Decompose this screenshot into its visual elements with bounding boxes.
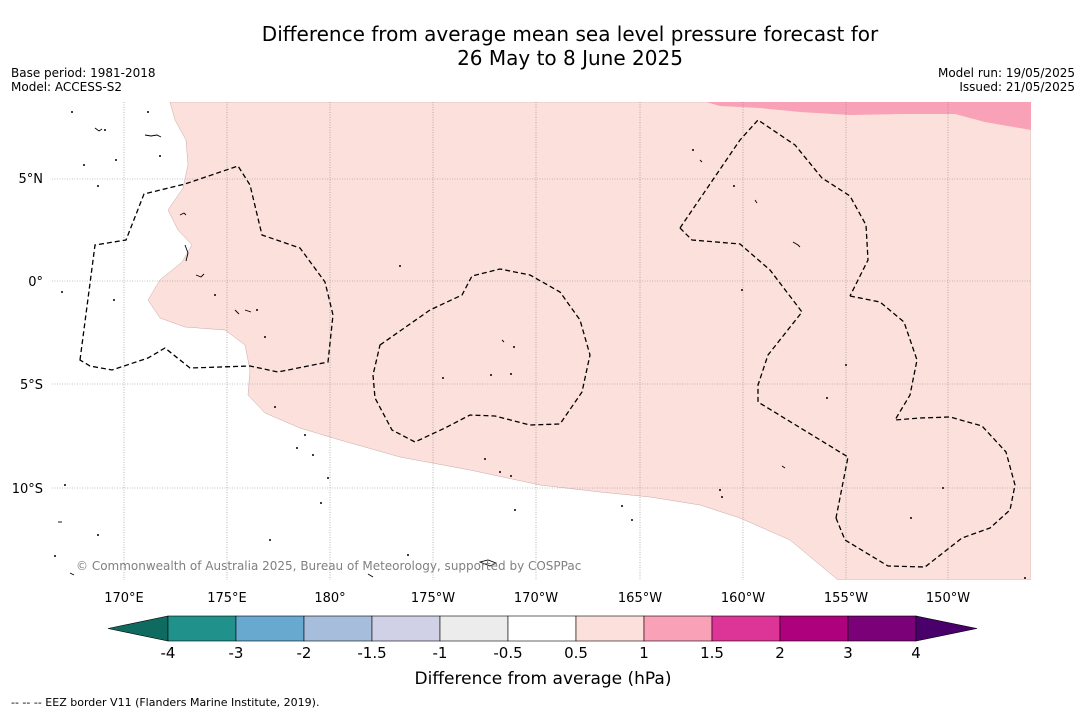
colorbar-title: Difference from average (hPa)	[415, 669, 672, 689]
colorbar-tick-label: 0.5	[564, 644, 588, 662]
colorbar-tick-label: -0.5	[493, 644, 522, 662]
colorbar-tick-label: 4	[911, 644, 921, 662]
lon-label-175e: 175°E	[207, 591, 247, 606]
lat-label-5n: 5°N	[19, 172, 44, 187]
anomaly-region-light	[147, 102, 1031, 580]
eez-footnote: -- -- -- EEZ border V11 (Flanders Marine…	[11, 696, 319, 709]
eez-border-west	[79, 165, 334, 373]
latitude-labels: 5°N 0° 5°S 10°S	[12, 172, 43, 497]
anomaly-region-dark	[706, 102, 1031, 130]
colorbar-segment	[439, 615, 509, 642]
chart-title: Difference from average mean sea level p…	[0, 22, 1085, 70]
colorbar-tick-label: -3	[229, 644, 244, 662]
grid-lines	[52, 102, 1031, 580]
meta-left: Base period: 1981-2018 Model: ACCESS-S2	[11, 66, 156, 94]
longitude-labels: 170°E 175°E 180° 175°W 170°W 165°W 160°W…	[104, 591, 970, 606]
colorbar-segment	[711, 615, 781, 642]
colorbar-tick-label: -2	[297, 644, 312, 662]
model-name: Model: ACCESS-S2	[11, 80, 123, 94]
colorbar	[107, 615, 978, 642]
colorbar-tick-label: -1	[433, 644, 448, 662]
colorbar-segment	[643, 615, 713, 642]
islands	[58, 127, 801, 578]
lon-label-175w: 175°W	[411, 591, 455, 606]
lat-label-5s: 5°S	[20, 378, 43, 393]
lon-label-180: 180°	[314, 591, 345, 606]
colorbar-segment	[779, 615, 849, 642]
lon-label-170e: 170°E	[104, 591, 144, 606]
colorbar-segment	[235, 615, 305, 642]
eez-border-central	[372, 268, 591, 443]
colorbar-segment	[507, 615, 577, 642]
colorbar-tick-label: 1	[639, 644, 649, 662]
issued-date: Issued: 21/05/2025	[959, 80, 1075, 94]
map-area: © Commonwealth of Australia 2025, Bureau…	[52, 102, 1031, 580]
colorbar-tick-label: 2	[775, 644, 785, 662]
colorbar-tick-label: -4	[161, 644, 176, 662]
meta-right: Model run: 19/05/2025 Issued: 21/05/2025	[938, 66, 1075, 94]
lon-label-160w: 160°W	[721, 591, 765, 606]
colorbar-tick-label: 3	[843, 644, 853, 662]
colorbar-segment	[575, 615, 645, 642]
eez-border-north-east	[679, 119, 869, 297]
colorbar-tick-label: -1.5	[357, 644, 386, 662]
colorbar-segment	[847, 615, 917, 642]
colorbar-tick-label: 1.5	[700, 644, 724, 662]
island-dots	[54, 111, 1026, 579]
colorbar-segment	[167, 615, 237, 642]
eez-border-south-east	[835, 295, 1016, 568]
copyright-notice: © Commonwealth of Australia 2025, Bureau…	[76, 559, 581, 573]
eez-borders	[79, 119, 1016, 568]
colorbar-tick-labels: -4 -3 -2 -1.5 -1 -0.5 0.5 1 1.5 2 3 4	[161, 644, 921, 662]
title-line-1: Difference from average mean sea level p…	[261, 22, 879, 46]
model-run: Model run: 19/05/2025	[937, 66, 1075, 80]
lat-label-10s: 10°S	[12, 482, 43, 497]
lon-label-150w: 150°W	[926, 591, 970, 606]
eez-border-mid-east	[679, 227, 849, 519]
lon-label-170w: 170°W	[514, 591, 558, 606]
colorbar-arrow-high	[915, 615, 978, 642]
colorbar-segment	[303, 615, 373, 642]
base-period: Base period: 1981-2018	[11, 66, 156, 80]
lon-label-155w: 155°W	[824, 591, 868, 606]
colorbar-segment	[371, 615, 441, 642]
title-line-2: 26 May to 8 June 2025	[457, 46, 683, 70]
lon-label-165w: 165°W	[618, 591, 662, 606]
lat-label-0: 0°	[28, 275, 43, 290]
colorbar-arrow-low	[107, 615, 169, 642]
